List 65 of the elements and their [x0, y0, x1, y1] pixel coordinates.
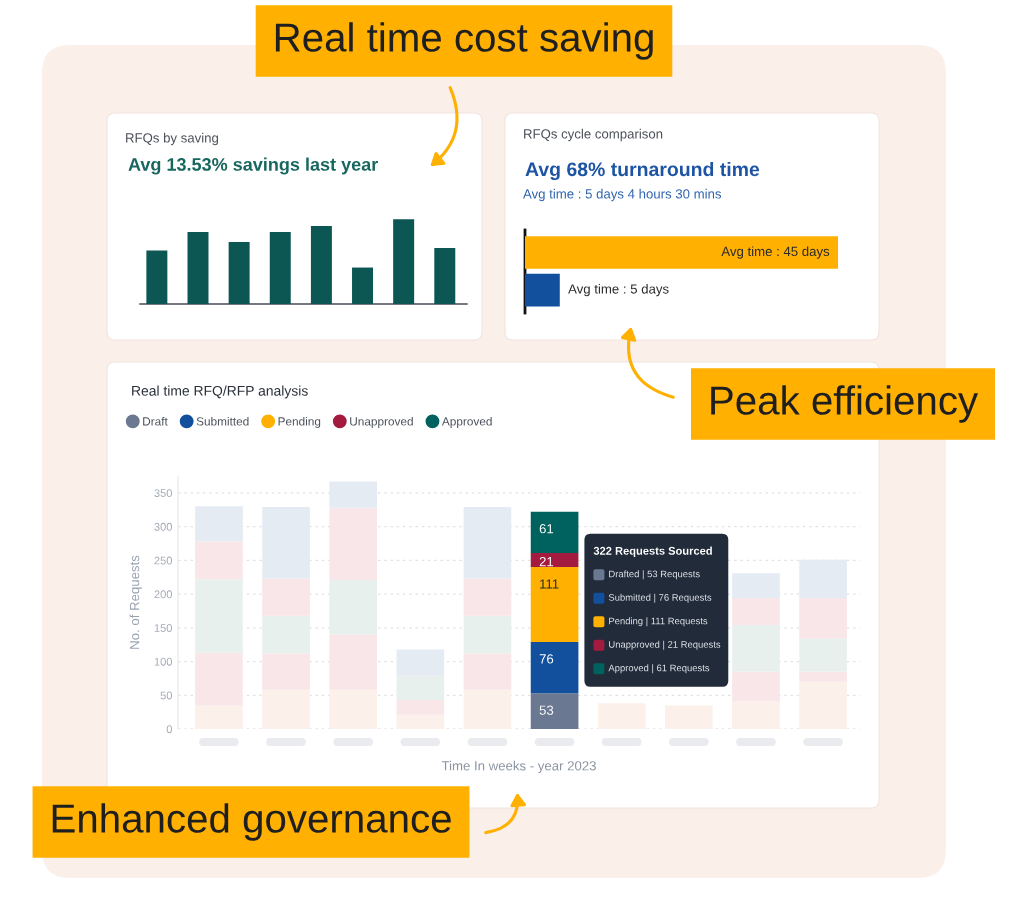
bar [195, 506, 243, 542]
annotation: Approved | 61 Requests [608, 664, 710, 674]
y-tick-label: 100 [154, 657, 173, 666]
bar [434, 248, 456, 304]
annotation: Submitted | 76 Requests [608, 593, 712, 603]
legend-label: Approved [441, 416, 492, 428]
y-tick-label: 350 [154, 489, 173, 497]
data-label: 21 [539, 556, 554, 567]
legend-label: Unapproved [350, 416, 413, 428]
legend-label: Draft [143, 416, 168, 426]
x-axis-title: Time In weeks - year 2023 [441, 760, 596, 774]
bar [146, 250, 168, 304]
bar [329, 507, 378, 580]
bar [393, 219, 415, 304]
text: Real time cost saving [275, 22, 653, 60]
y-tick-label: 150 [154, 624, 173, 632]
chart-title: RFQs by saving [126, 132, 219, 146]
bar [195, 579, 243, 653]
annotation: Drafted | 53 Requests [609, 570, 700, 580]
data-label: 111 [540, 579, 559, 589]
text: Enhanced governance [52, 803, 451, 841]
y-tick-label: 200 [154, 590, 173, 599]
bar [732, 598, 780, 626]
y-axis-title: No. of Requests [129, 555, 142, 649]
bar [463, 578, 512, 616]
bar [310, 226, 332, 304]
y-tick-label: 50 [160, 691, 173, 700]
bar [530, 693, 579, 729]
chart-subtitle: Avg 68% turnaround time [525, 161, 760, 181]
bar [262, 615, 310, 654]
bar [530, 511, 579, 553]
y-tick-label: 250 [154, 556, 173, 565]
legend-label: Submitted [196, 416, 249, 426]
bar [597, 703, 646, 729]
bar [195, 541, 243, 580]
annotation: Unapproved | 21 Requests [609, 640, 721, 650]
text: Peak efficiency [711, 385, 979, 423]
y-tick-label: 300 [154, 522, 173, 531]
bar [799, 598, 847, 639]
bar [530, 567, 579, 642]
annotation: 322 Requests Sourced [593, 546, 712, 557]
bar [329, 579, 378, 635]
bar [228, 242, 250, 304]
chart-title: Real time RFQ/RFP analysis [132, 385, 308, 399]
bar [352, 267, 374, 304]
bar [262, 578, 310, 616]
bar [530, 552, 579, 568]
bar [732, 625, 780, 672]
data-label: 76 [539, 654, 554, 664]
data-label: 61 [539, 524, 554, 534]
bar [187, 231, 209, 304]
y-tick-label: 0 [166, 725, 173, 734]
legend-label: Pending [278, 416, 321, 428]
bar [269, 231, 291, 304]
annotation: Pending | 111 Requests [609, 617, 708, 627]
data-label: Avg time : 5 days [568, 283, 669, 297]
text: Avg time : 5 days 4 hours 30 mins [523, 188, 722, 202]
chart-subtitle: Avg 13.53% savings last year [128, 157, 378, 175]
bar [463, 615, 512, 654]
data-label: 53 [539, 705, 554, 715]
bar [530, 641, 579, 694]
data-label: Avg time : 45 days [721, 246, 830, 259]
chart-title: RFQs cycle comparison [524, 128, 663, 142]
bar [799, 559, 847, 599]
bar [799, 638, 847, 672]
